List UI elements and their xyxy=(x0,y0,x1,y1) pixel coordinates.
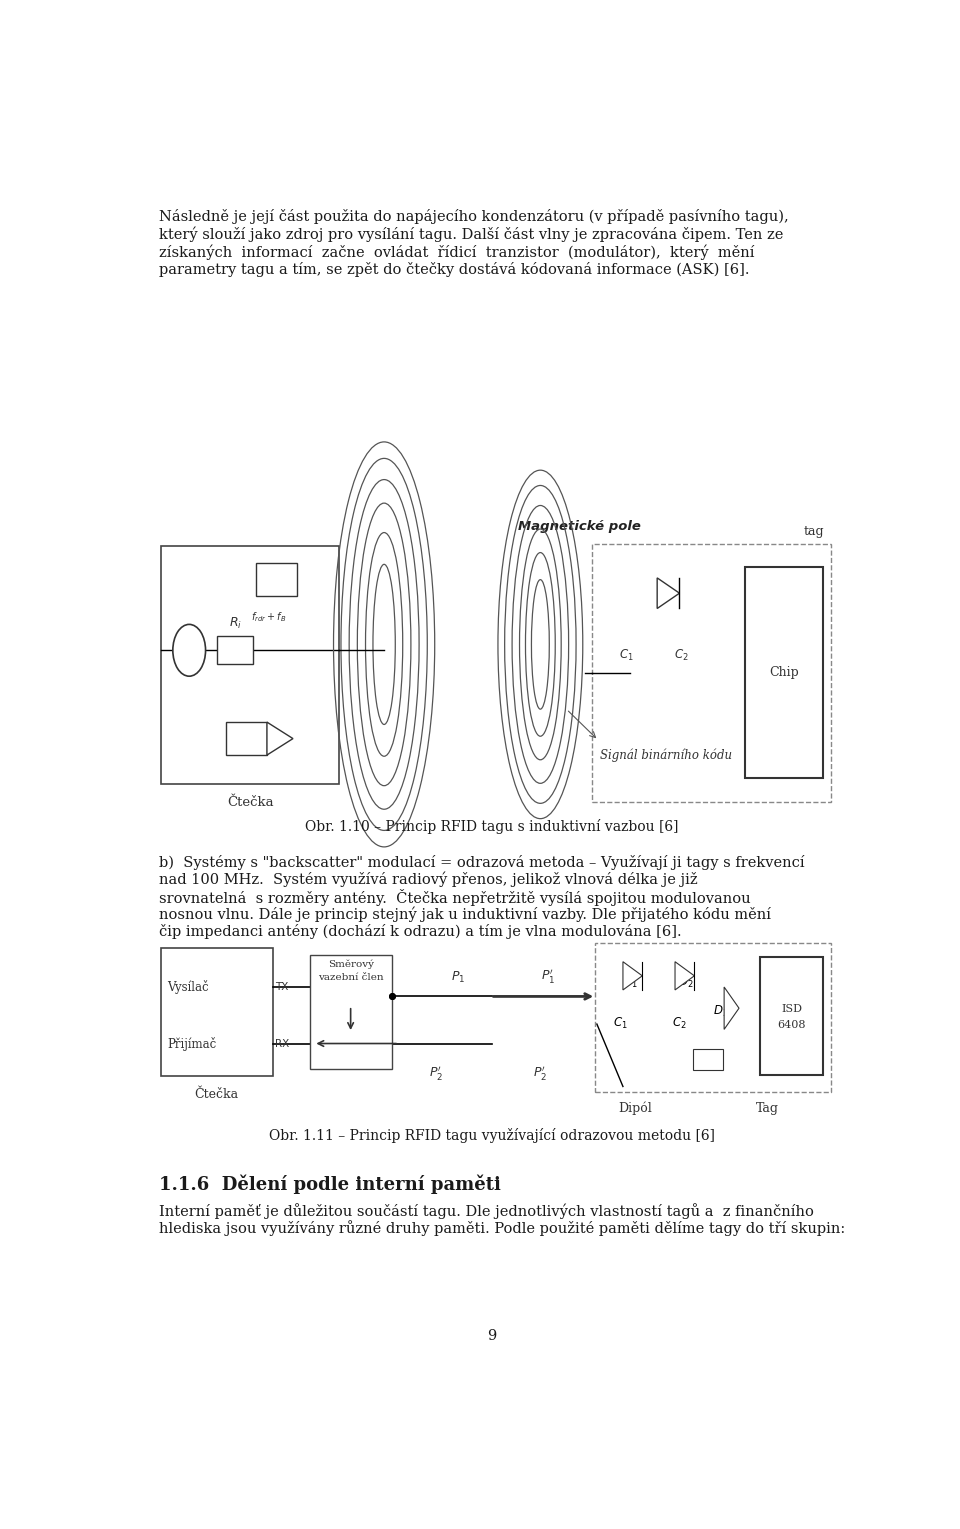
Polygon shape xyxy=(724,988,739,1029)
FancyBboxPatch shape xyxy=(161,546,340,784)
Text: parametry tagu a tím, se zpět do čtečky dostává kódovaná informace (ASK) [6].: parametry tagu a tím, se zpět do čtečky … xyxy=(158,261,749,277)
Text: $P_2'$: $P_2'$ xyxy=(534,1064,547,1083)
Text: Interní paměť je důležitou součástí tagu. Dle jednotlivých vlastností tagů a  z : Interní paměť je důležitou součástí tagu… xyxy=(158,1203,813,1219)
Text: Přijímač: Přijímač xyxy=(167,1037,216,1050)
FancyBboxPatch shape xyxy=(161,948,273,1076)
Text: nosnou vlnu. Dále je princip stejný jak u induktivní vazby. Dle přijatého kódu m: nosnou vlnu. Dále je princip stejný jak … xyxy=(158,907,771,922)
FancyBboxPatch shape xyxy=(745,567,823,778)
Text: TX: TX xyxy=(276,982,289,992)
Text: Signál binárního kódu: Signál binárního kódu xyxy=(600,749,732,761)
Text: který slouží jako zdroj pro vysílání tagu. Další část vlny je zpracována čipem. : který slouží jako zdroj pro vysílání tag… xyxy=(158,226,783,242)
FancyBboxPatch shape xyxy=(594,943,830,1092)
Text: 9: 9 xyxy=(488,1329,496,1342)
Text: $D_1$: $D_1$ xyxy=(622,976,637,989)
FancyBboxPatch shape xyxy=(218,636,253,665)
Text: 1.1.6  Dělení podle interní paměti: 1.1.6 Dělení podle interní paměti xyxy=(158,1174,500,1194)
Text: $f_{rdr}+f_B$: $f_{rdr}+f_B$ xyxy=(252,610,286,624)
Circle shape xyxy=(173,624,205,676)
Text: srovnatelná  s rozměry antény.  Čtečka nepřetržitě vysílá spojitou modulovanou: srovnatelná s rozměry antény. Čtečka nep… xyxy=(158,890,751,907)
FancyBboxPatch shape xyxy=(592,544,830,801)
Text: BP: BP xyxy=(270,575,283,584)
Text: 6408: 6408 xyxy=(778,1020,805,1031)
Text: Chip: Chip xyxy=(769,667,799,679)
Text: tag: tag xyxy=(804,524,825,538)
FancyBboxPatch shape xyxy=(693,1049,723,1070)
FancyBboxPatch shape xyxy=(310,954,392,1069)
Text: b)  Systémy s "backscatter" modulací = odrazová metoda – Využívají ji tagy s fre: b) Systémy s "backscatter" modulací = od… xyxy=(158,855,804,870)
Text: Magnetické pole: Magnetické pole xyxy=(518,520,641,534)
Text: čip impedanci antény (dochází k odrazu) a tím je vlna modulována [6].: čip impedanci antény (dochází k odrazu) … xyxy=(158,924,682,939)
Text: vazební člen: vazební člen xyxy=(318,974,383,983)
Text: Obr. 1.10 – Princip RFID tagu s induktivní vazbou [6]: Obr. 1.10 – Princip RFID tagu s induktiv… xyxy=(305,820,679,835)
Text: získaných  informací  začne  ovládat  řídicí  tranzistor  (modulátor),  který  m: získaných informací začne ovládat řídicí… xyxy=(158,245,755,260)
Text: $R_i$: $R_i$ xyxy=(228,616,242,631)
Text: Čtečka: Čtečka xyxy=(195,1087,239,1101)
Text: Vysílač: Vysílač xyxy=(167,980,208,994)
Text: Obr. 1.11 – Princip RFID tagu využívající odrazovou metodu [6]: Obr. 1.11 – Princip RFID tagu využívajíc… xyxy=(269,1128,715,1142)
Polygon shape xyxy=(675,962,694,989)
Text: hlediska jsou využívány různé druhy paměti. Podle použité paměti dělíme tagy do : hlediska jsou využívány různé druhy pamě… xyxy=(158,1220,845,1235)
Text: $R_L$: $R_L$ xyxy=(693,1060,708,1073)
Text: $P_1$: $P_1$ xyxy=(451,969,466,985)
Text: RX: RX xyxy=(276,1038,290,1049)
Text: Směrový: Směrový xyxy=(327,959,373,969)
Polygon shape xyxy=(623,962,642,989)
Text: $D_3$: $D_3$ xyxy=(713,1005,729,1020)
Text: Dipól: Dipól xyxy=(618,1102,653,1115)
Text: $C_1$: $C_1$ xyxy=(612,1015,627,1031)
Text: $D_2$: $D_2$ xyxy=(678,976,693,989)
Text: Tag: Tag xyxy=(756,1102,779,1115)
Text: $P_2'$: $P_2'$ xyxy=(429,1064,444,1083)
Text: nad 100 MHz.  Systém využívá radiový přenos, jelikož vlnová délka je již: nad 100 MHz. Systém využívá radiový přen… xyxy=(158,872,697,887)
Text: $C_2$: $C_2$ xyxy=(672,1015,686,1031)
Text: $P_1'$: $P_1'$ xyxy=(540,966,555,985)
FancyBboxPatch shape xyxy=(760,957,823,1075)
Text: Následně je její část použita do napájecího kondenzátoru (v případě pasívního ta: Následně je její část použita do napájec… xyxy=(158,209,788,225)
FancyBboxPatch shape xyxy=(226,722,267,755)
Text: DEMOD: DEMOD xyxy=(230,734,262,743)
Text: Čtečka: Čtečka xyxy=(227,795,274,809)
Text: $C_2$: $C_2$ xyxy=(674,648,689,664)
Text: ISD: ISD xyxy=(780,1003,802,1014)
Polygon shape xyxy=(267,722,293,755)
FancyBboxPatch shape xyxy=(255,563,297,596)
Polygon shape xyxy=(658,578,680,609)
Text: ~: ~ xyxy=(183,641,195,654)
Text: $C_1$: $C_1$ xyxy=(618,648,634,664)
